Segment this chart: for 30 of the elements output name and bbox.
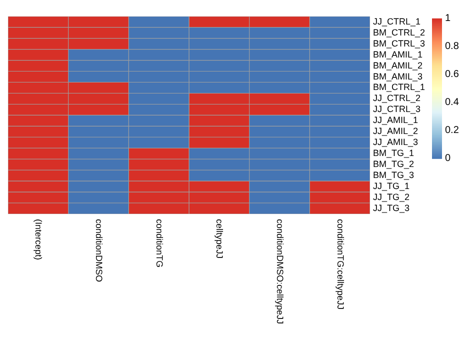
- y-tick-label: JJ_AMIL_3: [372, 137, 418, 148]
- y-tick-label: BM_CTRL_1: [372, 82, 426, 92]
- color-bar-label: 0.8: [445, 41, 460, 52]
- x-tick-label: conditionDMSO:celltypeJJ: [275, 219, 285, 324]
- y-tick-label: JJ_AMIL_1: [372, 115, 418, 126]
- y-tick-label: JJ_CTRL_2: [372, 93, 421, 104]
- y-tick-label: BM_TG_2: [372, 159, 414, 170]
- y-tick-label: JJ_TG_3: [372, 202, 410, 213]
- y-tick-label: BM_CTRL_3: [372, 38, 426, 48]
- color-bar-label: 1: [445, 13, 451, 24]
- y-tick-label: JJ_TG_1: [372, 181, 410, 192]
- x-tick-label: celltypeJJ: [214, 219, 225, 259]
- color-bar-label: 0: [445, 153, 451, 164]
- y-tick-label: BM_TG_3: [372, 170, 414, 180]
- y-tick-label: JJ_AMIL_2: [372, 126, 418, 136]
- y-tick-label: BM_AMIL_3: [372, 71, 423, 82]
- y-tick-label: JJ_CTRL_3: [372, 104, 421, 114]
- y-tick-label: BM_AMIL_2: [372, 60, 423, 70]
- color-bar-label: 0.2: [445, 125, 460, 136]
- y-tick-label: JJ_TG_2: [372, 192, 410, 202]
- x-tick-label: conditionTG: [154, 219, 164, 268]
- x-tick-label: (Intercept): [34, 219, 44, 260]
- x-tick-label: conditionTG:celltypeJJ: [335, 219, 346, 310]
- x-tick-label: conditionDMSO: [94, 219, 104, 282]
- y-tick-label: BM_AMIL_1: [372, 49, 423, 60]
- y-tick-label: BM_CTRL_2: [372, 27, 426, 38]
- y-tick-label: JJ_CTRL_1: [372, 16, 421, 26]
- y-tick-label: BM_TG_1: [372, 148, 414, 158]
- color-bar-label: 0.6: [445, 69, 460, 80]
- color-bar-label: 0.4: [445, 97, 460, 108]
